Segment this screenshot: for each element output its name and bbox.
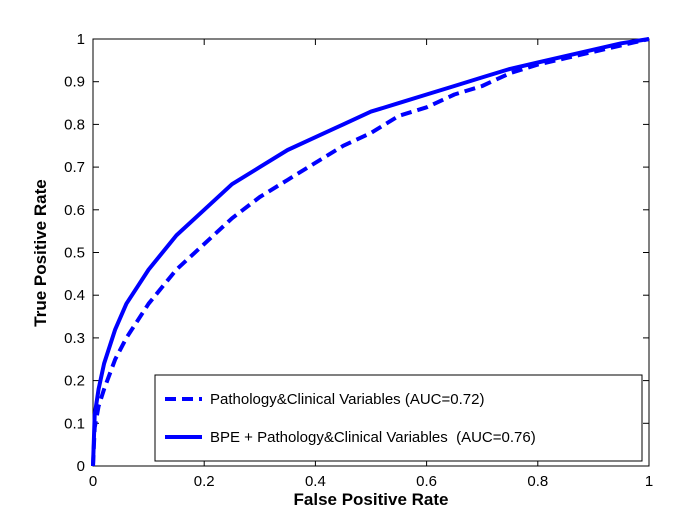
series-layer xyxy=(91,37,650,467)
y-tick-label: 0.5 xyxy=(64,245,85,262)
x-axis-label: False Positive Rate xyxy=(294,490,449,509)
y-tick-label: 0.7 xyxy=(64,159,85,176)
x-tick-label: 0.6 xyxy=(416,473,437,490)
y-tick-label: 0 xyxy=(77,458,85,475)
y-tick-label: 0.9 xyxy=(64,74,85,91)
y-tick-label: 0.8 xyxy=(64,116,85,133)
legend-box xyxy=(154,374,643,462)
y-axis-label: True Positive Rate xyxy=(31,179,50,326)
y-tick-label: 1 xyxy=(77,31,85,48)
x-tick-label: 0.8 xyxy=(527,473,548,490)
y-tick-label: 0.2 xyxy=(64,373,85,390)
y-tick-label: 0.1 xyxy=(64,415,85,432)
legend-label-series-1: Pathology&Clinical Variables (AUC=0.72) xyxy=(210,391,484,408)
x-tick-label: 0.4 xyxy=(305,473,326,490)
legend-label-series-2: BPE + Pathology&Clinical Variables (AUC=… xyxy=(210,429,536,446)
legend: Pathology&Clinical Variables (AUC=0.72) … xyxy=(154,374,643,462)
axis-ticks: 0 0.2 0.4 0.6 0.8 1 0 0.1 0.2 0.3 0.4 0.5 0.6 0.7 0.8 0… xyxy=(64,31,653,490)
series-line-pathology-clinical xyxy=(91,37,650,467)
y-tick-label: 0.6 xyxy=(64,202,85,219)
y-tick-label: 0.4 xyxy=(64,287,85,304)
x-tick-label: 1 xyxy=(645,473,653,490)
y-tick-label: 0.3 xyxy=(64,330,85,347)
x-tick-label: 0 xyxy=(89,473,97,490)
series-line-bpe-pathology-clinical xyxy=(91,37,650,467)
x-tick-label: 0.2 xyxy=(194,473,215,490)
